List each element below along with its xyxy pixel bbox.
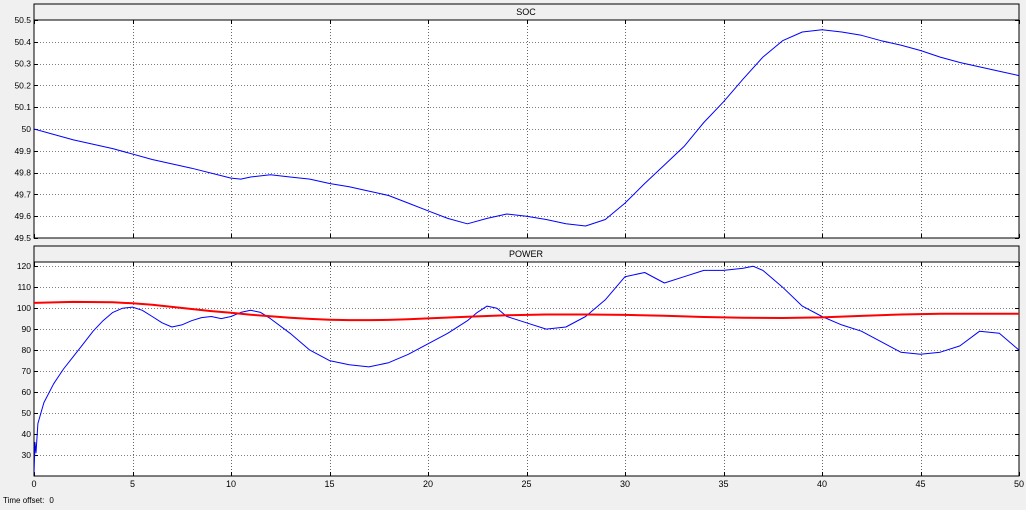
power-x-tick-label: 5: [130, 479, 135, 489]
power-y-tick-label: 120: [17, 261, 31, 271]
power-x-tick-label: 30: [620, 479, 630, 489]
power-y-tick-label: 80: [22, 345, 32, 355]
power-x-tick-label: 40: [817, 479, 827, 489]
power-x-tick-label: 0: [31, 479, 36, 489]
soc-y-tick-label: 49.9: [14, 146, 31, 156]
power-x-tick-label: 10: [226, 479, 236, 489]
soc-y-tick-labels: 49.5 49.6 49.7 49.8 49.9 50 50.1 50.2 50.3 50.4 50…: [14, 15, 31, 243]
power-title-bar: [33, 245, 1020, 263]
power-x-tick-label: 35: [718, 479, 728, 489]
soc-panel: SOC 49.5 49.6 49.7 49.8 49.9 50 50.1 50.2 50.3 50…: [14, 3, 1020, 243]
power-grid: [34, 262, 1020, 476]
time-offset-label: Time offset:: [3, 496, 45, 505]
soc-y-tick-label: 49.6: [14, 211, 31, 221]
power-panel: POWER 30 40 50 60 70 80 90 100 110 120 0 5 10 15 20 25…: [17, 245, 1024, 489]
power-series-line-0: [34, 265, 1019, 474]
power-y-tick-label: 110: [17, 282, 31, 292]
power-x-tick-label: 25: [521, 479, 531, 489]
time-offset-value: 0: [49, 496, 54, 505]
power-y-tick-label: 30: [22, 450, 32, 460]
soc-y-tick-label: 50: [22, 124, 32, 134]
power-y-tick-label: 50: [22, 408, 32, 418]
power-series-line-1: [34, 300, 1019, 322]
power-y-tick-label: 70: [22, 366, 32, 376]
soc-axes-frame: [33, 3, 1020, 239]
power-series-group: [34, 265, 1019, 474]
soc-y-tick-label: 50.5: [14, 15, 31, 25]
power-x-tick-labels: 0 5 10 15 20 25 30 35 40 45 50: [31, 479, 1024, 489]
soc-series-line-0: [34, 29, 1019, 227]
power-y-tick-label: 40: [22, 429, 32, 439]
power-x-tick-label: 45: [915, 479, 925, 489]
soc-y-tick-label: 50.4: [14, 37, 31, 47]
power-axes-frame: [33, 245, 1020, 477]
power-y-tick-label: 90: [22, 324, 32, 334]
power-y-tick-label: 100: [17, 303, 31, 313]
soc-y-tick-label: 50.2: [14, 80, 31, 90]
soc-series-group: [34, 29, 1019, 227]
soc-y-tick-label: 49.7: [14, 189, 31, 199]
power-x-tick-label: 15: [324, 479, 334, 489]
power-title: POWER: [509, 249, 544, 259]
soc-title: SOC: [516, 7, 536, 17]
soc-y-tick-label: 49.8: [14, 168, 31, 178]
power-y-tick-label: 60: [22, 387, 32, 397]
soc-y-tick-label: 50.1: [14, 102, 31, 112]
soc-y-tick-label: 50.3: [14, 59, 31, 69]
soc-title-bar: [33, 3, 1020, 21]
power-x-tick-label: 20: [423, 479, 433, 489]
power-x-tick-label: 50: [1014, 479, 1024, 489]
power-y-tick-labels: 30 40 50 60 70 80 90 100 110 120: [17, 261, 31, 460]
soc-y-tick-label: 49.5: [14, 233, 31, 243]
time-offset-readout: Time offset: 0: [3, 496, 59, 505]
